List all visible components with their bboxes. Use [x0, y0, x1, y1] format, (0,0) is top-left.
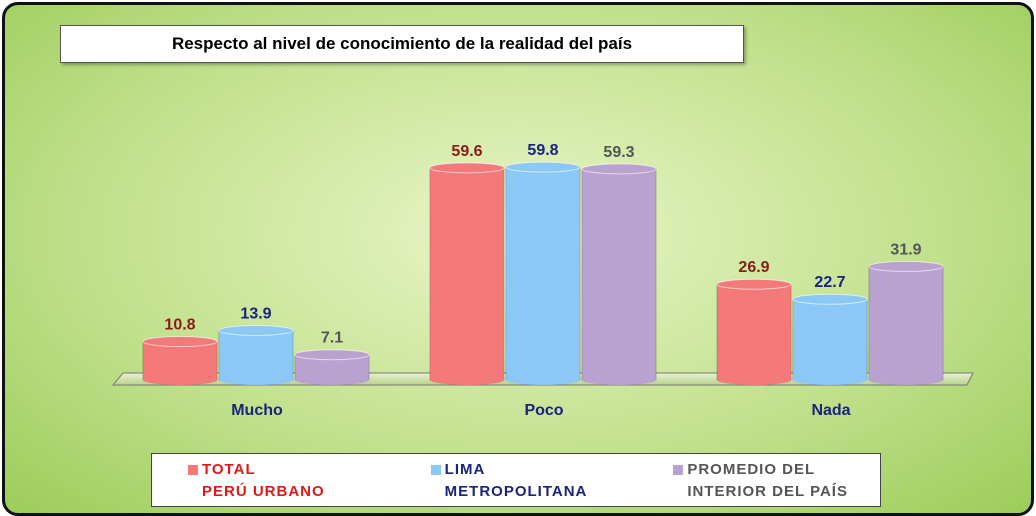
legend-item: LIMA METROPOLITANA	[395, 459, 638, 506]
bar-base	[793, 375, 867, 385]
legend-swatch	[188, 465, 198, 475]
bar-base	[143, 375, 217, 385]
bar-top	[142, 336, 218, 348]
bar-top	[792, 293, 868, 305]
value-label: 13.9	[240, 306, 271, 323]
legend-label: PROMEDIO DEL INTERIOR DEL PAÍS	[687, 461, 848, 500]
value-label: 10.8	[164, 317, 195, 334]
bar-shade	[506, 167, 580, 380]
value-label: 26.9	[738, 259, 769, 276]
bar-shade	[430, 167, 504, 380]
bar-base	[582, 375, 656, 385]
legend-swatch	[430, 465, 441, 475]
bar-shade	[869, 266, 943, 380]
legend-label: LIMA METROPOLITANA	[444, 461, 588, 500]
legend-item: PROMEDIO DEL INTERIOR DEL PAÍS	[637, 459, 880, 506]
bar-base	[869, 375, 943, 385]
value-label: 59.6	[451, 143, 482, 160]
bar-base	[506, 375, 580, 385]
bar-top	[716, 278, 792, 290]
bar-base	[219, 375, 293, 385]
bar-shade	[793, 299, 867, 380]
x-tick-label: Poco	[524, 402, 563, 419]
value-label: 59.8	[527, 142, 558, 159]
bar-top	[868, 260, 944, 272]
bar-base	[717, 375, 791, 385]
legend-swatch	[673, 465, 684, 475]
x-tick-label: Mucho	[231, 402, 283, 419]
bar-shade	[143, 341, 217, 380]
bar-shade	[219, 330, 293, 380]
bar-base	[430, 375, 504, 385]
bar-base	[295, 375, 369, 385]
bar-top	[581, 163, 657, 175]
value-label: 59.3	[603, 144, 634, 161]
legend-item: TOTAL PERÚ URBANO	[152, 459, 395, 506]
plot: Mucho 10.8 13.9 7.1 Poco 59.6 59.8 59.3 Nada 26.9…	[111, 142, 974, 419]
value-label: 7.1	[321, 330, 343, 347]
chart-title: Respecto al nivel de conocimiento de la …	[60, 25, 744, 63]
bar-top	[294, 349, 370, 361]
bar-shade	[717, 284, 791, 380]
bar-top	[218, 325, 294, 337]
value-label: 31.9	[890, 241, 921, 258]
legend: TOTAL PERÚ URBANO LIMA METROPOLITANA PROME…	[151, 453, 881, 507]
value-label: 22.7	[814, 274, 845, 291]
bar-shade	[582, 168, 656, 380]
x-tick-label: Nada	[811, 402, 850, 419]
bar-top	[505, 161, 581, 173]
legend-label: TOTAL PERÚ URBANO	[202, 461, 325, 500]
bar-top	[429, 162, 505, 174]
